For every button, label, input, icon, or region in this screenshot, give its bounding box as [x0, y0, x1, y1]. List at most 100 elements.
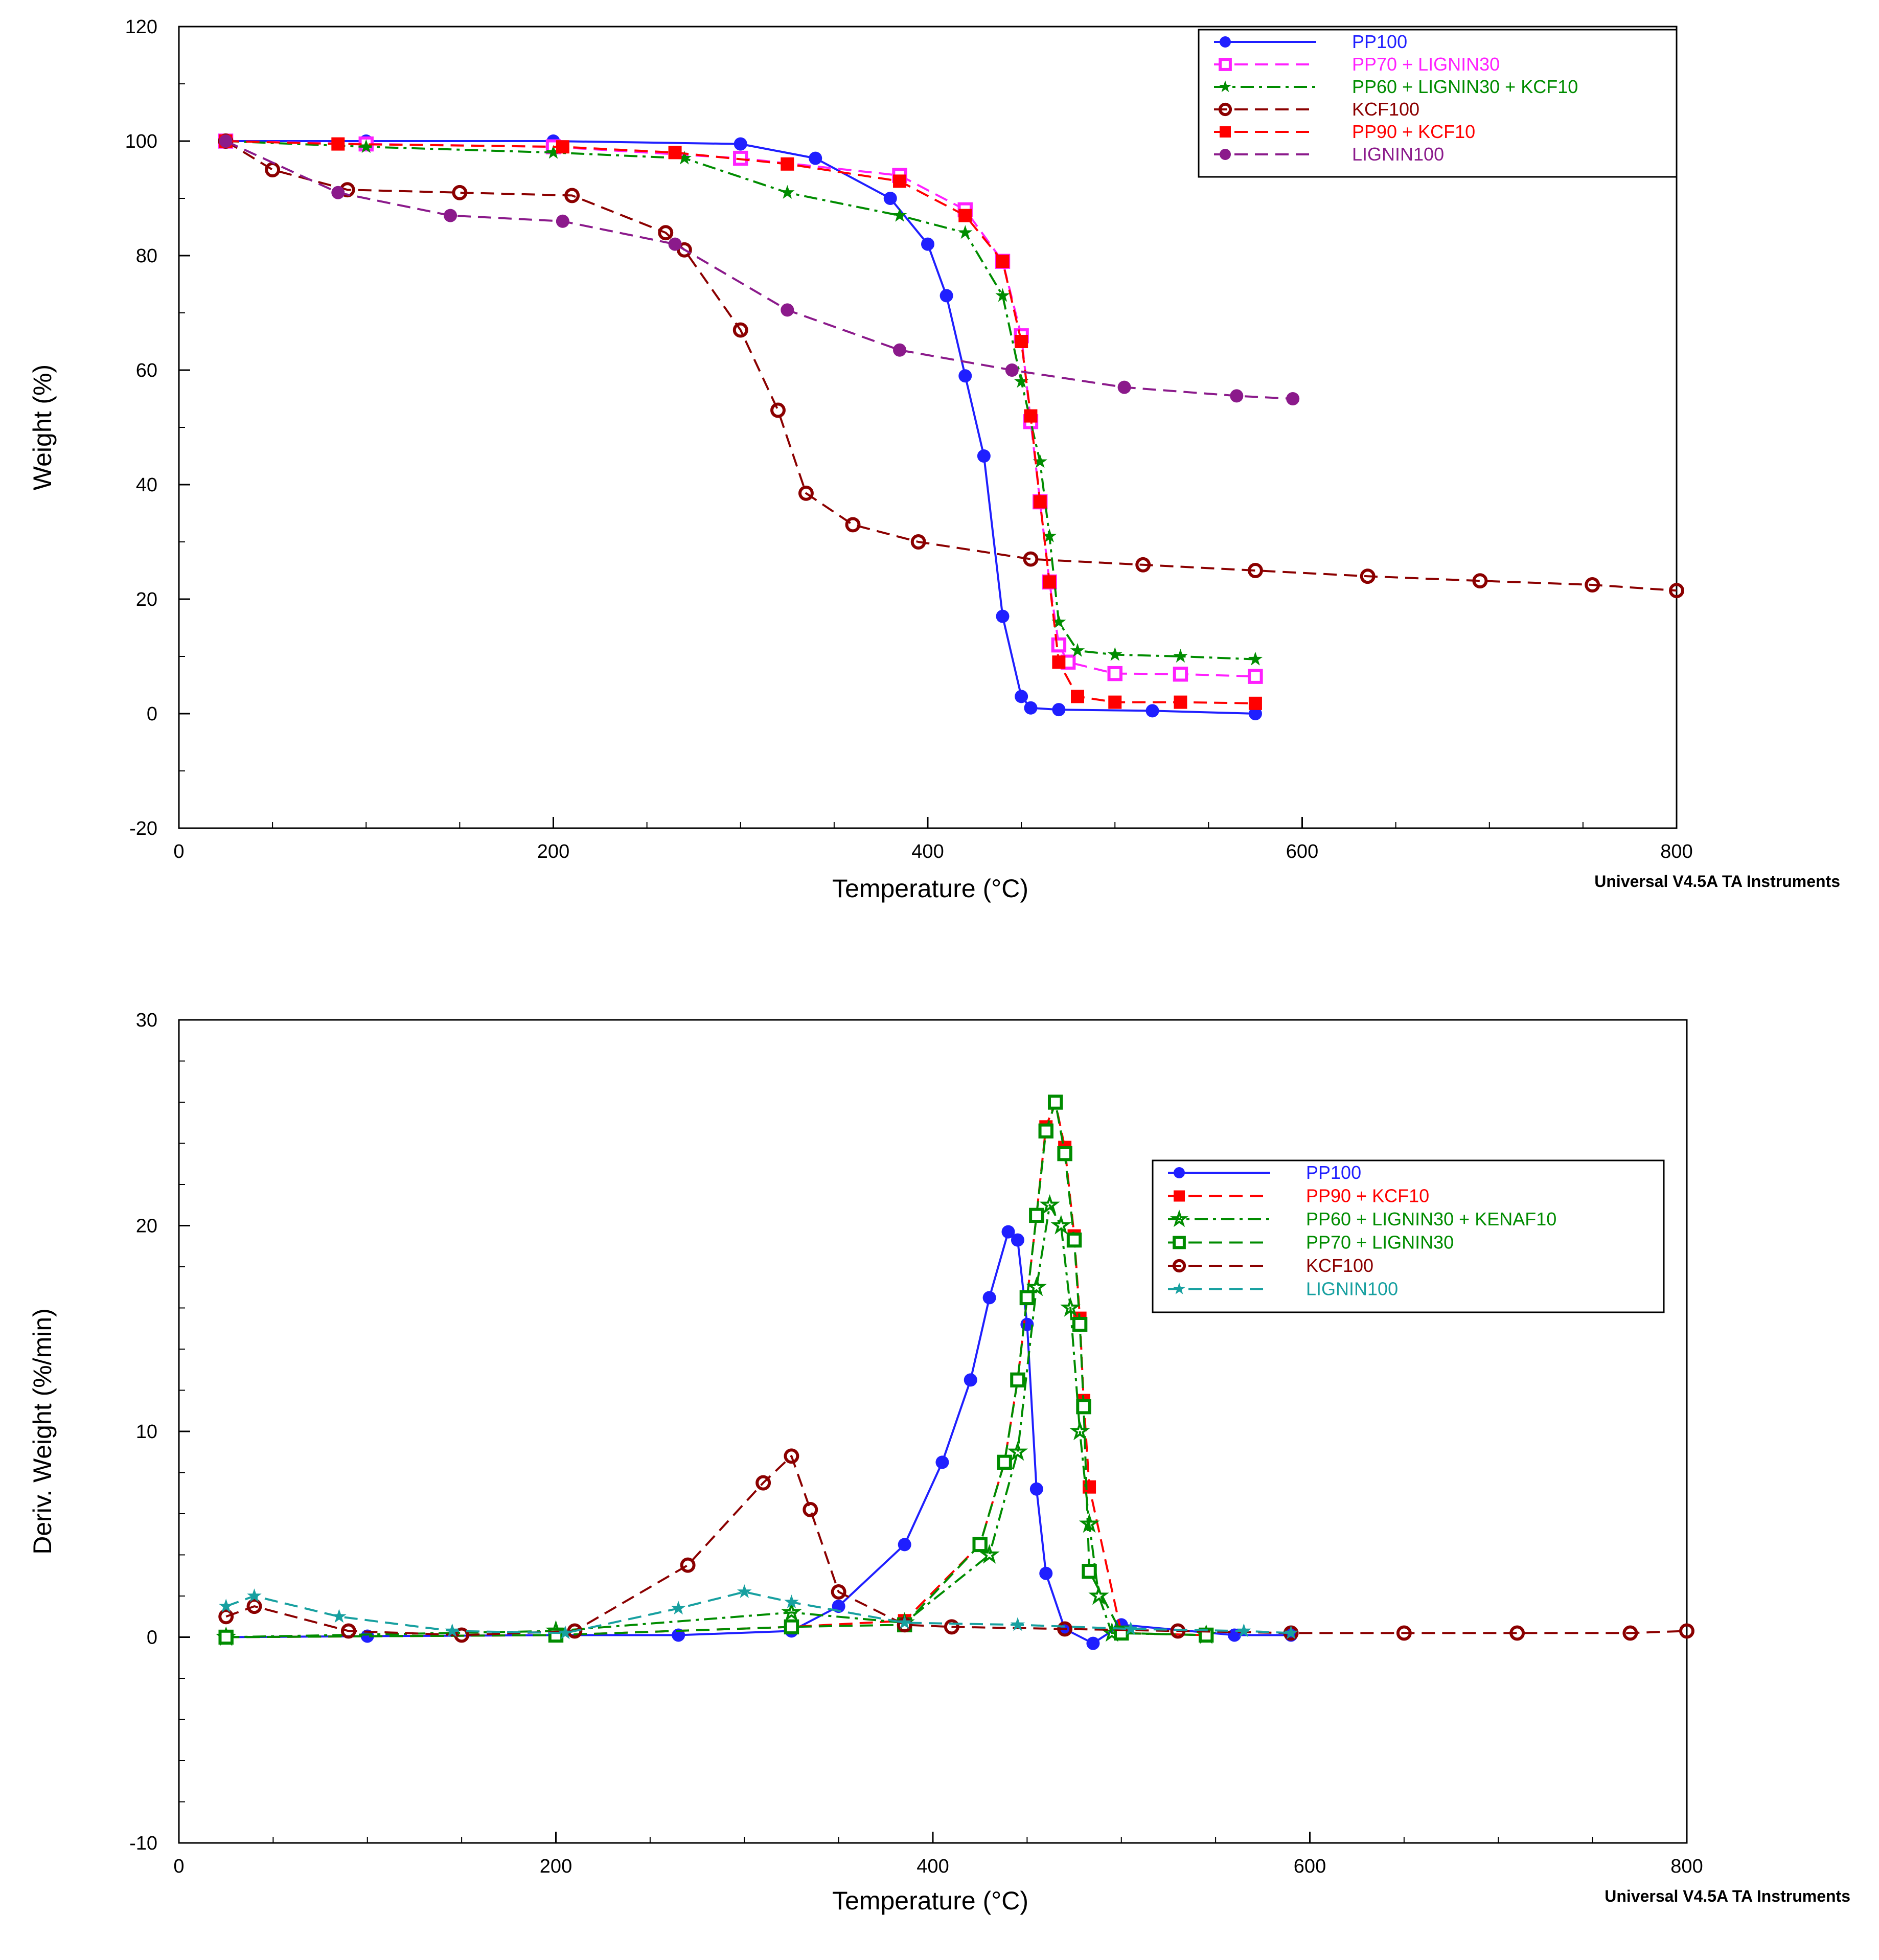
series-pp70-lignin30 [218, 133, 1263, 684]
data-point [734, 137, 747, 151]
legend-marker [1220, 149, 1231, 160]
data-point [1052, 655, 1066, 669]
data-point [1248, 651, 1263, 666]
data-point [1050, 1215, 1072, 1235]
series-lignin100 [219, 134, 1300, 405]
y-tick-label: 20 [136, 1216, 157, 1237]
data-point [1108, 695, 1122, 709]
data-point [1248, 696, 1262, 710]
data-point [1135, 557, 1151, 573]
data-point [1174, 695, 1187, 709]
legend-label: PP60 + LIGNIN30 + KENAF10 [1306, 1209, 1556, 1229]
y-tick-label: 40 [136, 474, 157, 496]
series-line [226, 1101, 1206, 1638]
y-tick-label: -20 [129, 818, 157, 839]
x-tick-label: 600 [1294, 1856, 1326, 1877]
legend-label: PP90 + KCF10 [1306, 1186, 1429, 1206]
series-line [225, 140, 1677, 592]
series-line [226, 1230, 1291, 1645]
data-point [1509, 1625, 1525, 1641]
data-point [1248, 669, 1263, 684]
data-point [1005, 363, 1019, 377]
data-point [558, 1625, 573, 1639]
data-point [444, 209, 457, 222]
y-axis-title: Weight (%) [28, 364, 57, 490]
data-point [781, 303, 794, 317]
series-line [226, 1204, 1206, 1638]
instrument-credit: Universal V4.5A TA Instruments [1605, 1887, 1850, 1905]
data-point [1051, 637, 1067, 653]
legend-label: LIGNIN100 [1352, 144, 1444, 165]
data-point [755, 1475, 771, 1491]
legend-box [1198, 29, 1678, 178]
data-point [1033, 495, 1047, 509]
legend-label: PP60 + LIGNIN30 + KCF10 [1352, 76, 1578, 97]
x-axis-title: Temperature (°C) [832, 1886, 1028, 1915]
data-point [1057, 1146, 1072, 1161]
y-tick-label: 0 [147, 703, 157, 725]
data-point [1043, 575, 1057, 589]
chart-deriv-weight-vs-temperature: 0 200 400 600 800 -10 0 10 20 30 Temperature (°C) D… [28, 1010, 1850, 1915]
data-point [1360, 568, 1376, 584]
data-point [1051, 614, 1066, 628]
data-point [780, 185, 795, 199]
data-point [1679, 1623, 1694, 1639]
data-point [732, 322, 748, 338]
data-point [1117, 380, 1131, 394]
data-point [1622, 1625, 1638, 1641]
data-point [831, 1584, 846, 1600]
data-point [445, 1623, 460, 1637]
data-point [219, 1599, 234, 1613]
data-point [845, 517, 861, 533]
y-tick-label: -10 [129, 1833, 157, 1854]
data-point [1072, 1317, 1088, 1332]
data-point [1230, 389, 1244, 403]
data-point [1248, 707, 1262, 720]
data-point [1082, 1564, 1097, 1579]
data-point [1108, 647, 1122, 661]
data-point [668, 237, 682, 251]
x-axis-title: Temperature (°C) [832, 874, 1028, 903]
x-tick-label: 200 [540, 1856, 572, 1877]
legend-marker [1172, 1259, 1186, 1273]
data-point [1069, 1420, 1090, 1441]
data-point [1086, 1636, 1100, 1650]
data-point [1052, 703, 1066, 717]
data-point [247, 1588, 262, 1603]
data-point [672, 1628, 685, 1642]
data-point [1010, 1372, 1025, 1388]
data-point [1145, 704, 1159, 718]
data-point [556, 214, 569, 228]
y-tick-label: 60 [136, 360, 157, 381]
data-point [921, 237, 934, 251]
legend-marker [1174, 1190, 1185, 1202]
data-point [897, 1615, 912, 1629]
series-lignin100 [219, 1584, 1298, 1639]
data-point [564, 188, 580, 203]
data-point [1015, 690, 1028, 703]
legend: PP100 PP90 + KCF10 PP60 + LIGNIN30 + KENAF… [1152, 1159, 1665, 1313]
data-point [996, 609, 1010, 623]
data-point [982, 1291, 996, 1305]
series-kcf100 [218, 1448, 1694, 1643]
series-pp90-kcf10 [219, 1096, 1213, 1644]
data-point [1066, 1232, 1082, 1248]
data-point [979, 1544, 1000, 1564]
data-point [781, 1602, 802, 1622]
data-point [798, 485, 814, 501]
data-point [784, 1448, 799, 1464]
data-point [331, 186, 345, 199]
data-point [1014, 374, 1029, 388]
series-line [225, 140, 1255, 704]
data-point [1396, 1625, 1412, 1641]
legend-label: PP90 + KCF10 [1352, 121, 1475, 142]
data-point [1001, 1225, 1015, 1239]
data-point [680, 1557, 696, 1573]
data-point [997, 1454, 1012, 1470]
data-point [770, 402, 786, 418]
data-point [1024, 701, 1038, 715]
series-line [225, 140, 1255, 678]
series-line [225, 140, 1255, 715]
data-point [1026, 1277, 1047, 1296]
